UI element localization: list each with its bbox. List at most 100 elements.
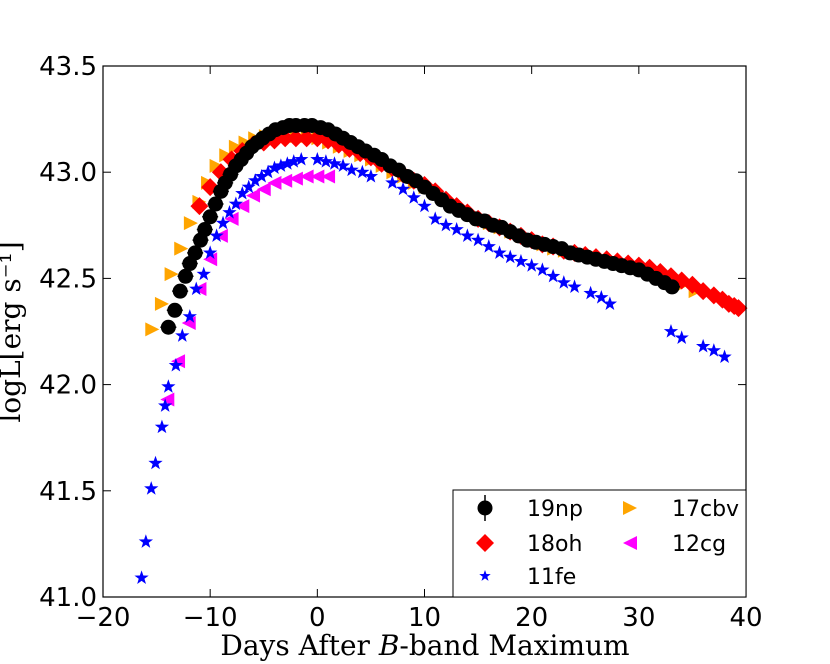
point-11fe bbox=[327, 156, 342, 170]
legend-marker-19np bbox=[477, 500, 493, 516]
y-tick-label: 42.5 bbox=[39, 264, 97, 294]
point-19np bbox=[197, 222, 213, 238]
point-19np bbox=[187, 245, 203, 261]
x-tick-label: −10 bbox=[183, 603, 238, 633]
x-tick-label: 20 bbox=[515, 603, 548, 633]
point-11fe bbox=[355, 164, 370, 179]
point-11fe bbox=[492, 245, 507, 259]
point-11fe bbox=[335, 158, 351, 172]
x-tick-label: 0 bbox=[309, 603, 326, 633]
point-11fe bbox=[406, 190, 421, 204]
point-12cg bbox=[160, 392, 175, 407]
point-11fe bbox=[280, 156, 295, 170]
point-11fe bbox=[134, 570, 149, 584]
point-11fe bbox=[545, 268, 561, 283]
x-tick-label: 40 bbox=[729, 603, 762, 633]
point-11fe bbox=[428, 211, 443, 225]
point-11fe bbox=[235, 185, 250, 200]
point-11fe bbox=[417, 198, 432, 213]
point-19np bbox=[202, 209, 218, 225]
point-18oh bbox=[729, 299, 748, 318]
point-18oh bbox=[190, 197, 209, 216]
point-11fe bbox=[583, 285, 598, 300]
point-11fe bbox=[241, 179, 256, 194]
point-11fe bbox=[449, 222, 464, 236]
point-11fe bbox=[481, 239, 496, 253]
point-11fe bbox=[154, 419, 170, 434]
point-11fe bbox=[460, 228, 475, 242]
series-19np bbox=[160, 117, 681, 335]
point-11fe bbox=[215, 215, 231, 230]
point-18oh bbox=[297, 129, 316, 148]
point-11fe bbox=[222, 205, 237, 219]
point-11fe bbox=[344, 162, 359, 177]
point-12cg bbox=[256, 182, 271, 197]
legend-item-11fe: 11fe bbox=[479, 565, 576, 590]
point-17cbv bbox=[219, 148, 234, 163]
point-18oh bbox=[286, 129, 305, 148]
point-11fe bbox=[182, 309, 197, 323]
point-12cg bbox=[235, 199, 250, 214]
point-17cbv bbox=[154, 296, 169, 311]
point-11fe bbox=[196, 266, 211, 281]
point-11fe bbox=[248, 173, 263, 187]
point-12cg bbox=[288, 171, 303, 186]
legend-box bbox=[452, 489, 747, 598]
x-axis-label-band: B bbox=[378, 629, 400, 662]
point-12cg bbox=[321, 169, 336, 184]
point-17cbv bbox=[183, 216, 198, 231]
point-11fe bbox=[535, 262, 550, 276]
point-17cbv bbox=[228, 139, 243, 154]
legend-marker-18oh bbox=[476, 534, 494, 552]
point-12cg bbox=[310, 169, 325, 184]
point-11fe bbox=[175, 328, 190, 342]
point-11fe bbox=[395, 181, 411, 196]
legend-label-18oh: 18oh bbox=[527, 532, 582, 557]
x-axis-label-start: Days After bbox=[220, 629, 378, 662]
point-11fe bbox=[663, 324, 679, 338]
point-11fe bbox=[524, 258, 539, 272]
point-12cg bbox=[213, 228, 228, 243]
legend-label-17cbv: 17cbv bbox=[672, 497, 739, 522]
point-11fe bbox=[294, 151, 309, 166]
point-11fe bbox=[318, 154, 334, 168]
point-11fe bbox=[158, 398, 173, 412]
point-11fe bbox=[594, 290, 609, 304]
x-tick-label: 10 bbox=[408, 603, 441, 633]
legend-label-12cg: 12cg bbox=[672, 532, 726, 557]
point-12cg bbox=[299, 169, 314, 184]
x-tick-label: −20 bbox=[76, 603, 131, 633]
point-11fe bbox=[189, 281, 204, 296]
point-19np bbox=[167, 302, 183, 318]
point-19np bbox=[664, 279, 680, 295]
legend-item-12cg: 12cg bbox=[623, 532, 726, 557]
point-11fe bbox=[148, 455, 163, 470]
point-11fe bbox=[385, 175, 400, 189]
point-11fe bbox=[363, 168, 379, 183]
point-19np bbox=[208, 196, 224, 212]
legend-item-18oh: 18oh bbox=[476, 532, 582, 557]
point-11fe bbox=[273, 158, 289, 172]
point-11fe bbox=[161, 379, 176, 393]
point-11fe bbox=[696, 338, 711, 353]
point-12cg bbox=[246, 188, 261, 203]
point-11fe bbox=[513, 253, 529, 268]
point-11fe bbox=[470, 232, 486, 247]
y-tick-label: 42.0 bbox=[39, 371, 97, 401]
legend-label-19np: 19np bbox=[527, 497, 583, 522]
point-17cbv bbox=[164, 267, 179, 282]
point-19np bbox=[178, 268, 194, 284]
legend-marker-12cg bbox=[623, 536, 637, 550]
legend-item-17cbv: 17cbv bbox=[623, 497, 739, 522]
x-axis-label-end: -band Maximum bbox=[399, 629, 629, 662]
point-11fe bbox=[717, 349, 732, 364]
point-12cg bbox=[267, 175, 282, 190]
legend: 19np 18oh 11fe 17cbv 12cg bbox=[452, 489, 747, 598]
point-11fe bbox=[556, 275, 571, 289]
y-tick-label: 43.5 bbox=[39, 52, 97, 82]
legend-marker-11fe bbox=[479, 570, 491, 581]
point-12cg bbox=[278, 173, 293, 188]
y-axis-label: logL[erg s⁻¹] bbox=[0, 241, 27, 422]
point-11fe bbox=[602, 296, 618, 310]
